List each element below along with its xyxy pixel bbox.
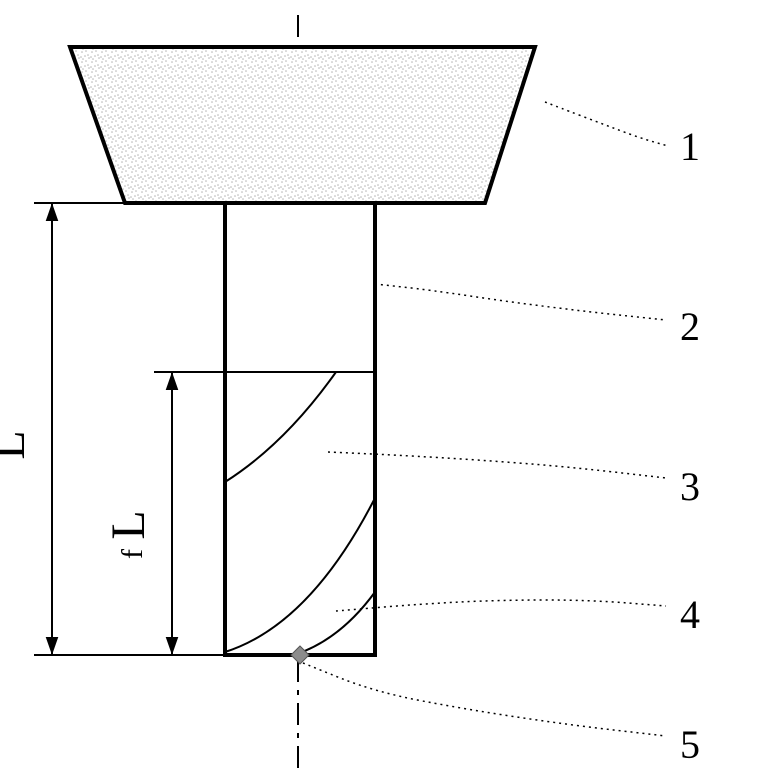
callout-label-1: 1 [680,124,700,169]
dimension-L [34,203,225,655]
dimension-Lf [154,372,225,655]
callout-leader-1 [545,102,668,146]
callout-label-3: 3 [680,464,700,509]
tool-head [70,47,535,203]
callout-leader-3 [328,452,666,478]
tool-shank [225,203,375,655]
callout-label-5: 5 [680,722,700,767]
callout-label-4: 4 [680,592,700,637]
dim-label-Lf-main: L [102,510,155,539]
callout-label-2: 2 [680,304,700,349]
dim-label-L: L [0,430,35,459]
dim-label-Lf-sub: f [116,549,149,559]
callout-leader-2 [375,284,666,320]
callout-leader-5 [303,663,666,736]
callout-leader-4 [336,600,666,611]
